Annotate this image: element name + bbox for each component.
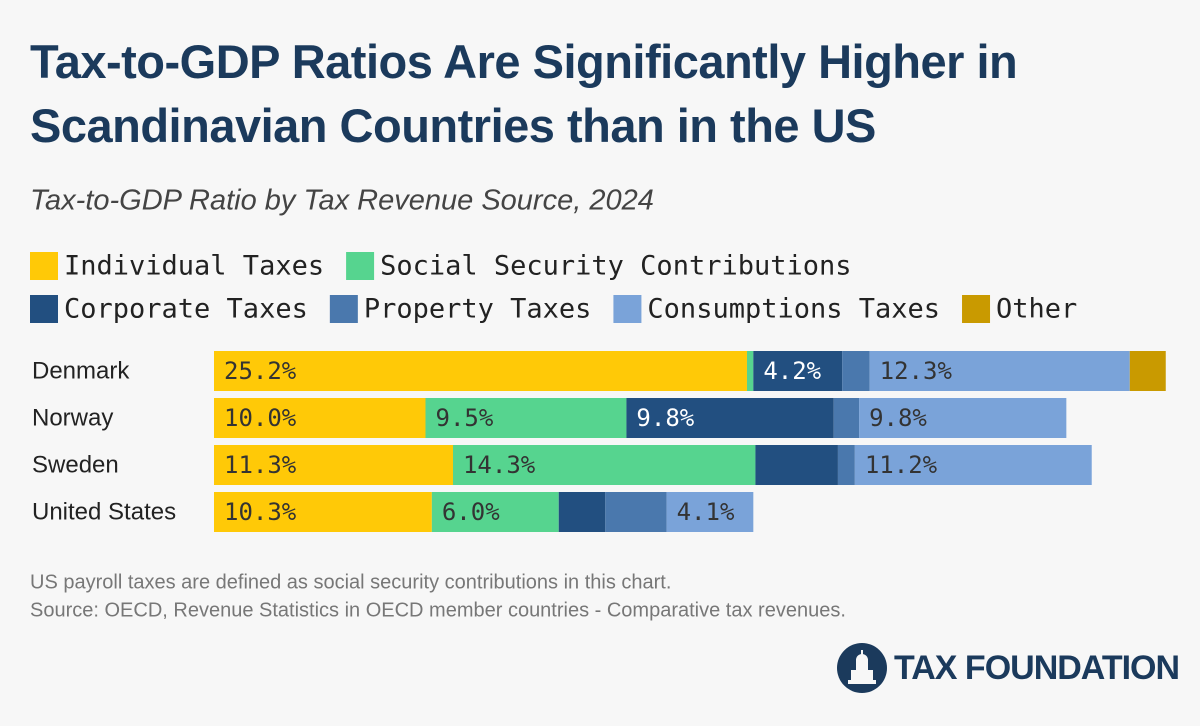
bar-segment — [753, 351, 843, 391]
legend-swatch — [30, 295, 58, 323]
value-label: 9.5% — [436, 404, 494, 432]
bar-segment — [431, 492, 559, 532]
bar-segment — [214, 492, 432, 532]
bar-segment — [837, 445, 855, 485]
bar-segment — [1129, 351, 1166, 391]
value-label: 6.0% — [442, 498, 500, 526]
category-label: Denmark — [32, 357, 130, 384]
bar-segment — [214, 445, 453, 485]
bar-segment — [425, 398, 627, 438]
note: Source: OECD, Revenue Statistics in OECD… — [30, 599, 846, 621]
legend-label: Individual Taxes — [64, 251, 324, 282]
legend-label: Corporate Taxes — [64, 294, 308, 325]
legend-swatch — [613, 295, 642, 323]
bar-segment — [605, 492, 667, 532]
value-label: 9.8% — [869, 404, 927, 432]
value-label: 4.2% — [763, 357, 821, 385]
value-label: 11.3% — [224, 451, 297, 479]
category-label: Norway — [32, 404, 113, 431]
bar-segment — [869, 351, 1130, 391]
category-label: Sweden — [32, 451, 119, 478]
bar-segment — [859, 398, 1067, 438]
value-label: 25.2% — [224, 357, 297, 385]
bar-segment — [833, 398, 860, 438]
logo-text: TAX FOUNDATION — [894, 649, 1179, 687]
bar-segment — [755, 445, 838, 485]
value-label: 12.3% — [880, 357, 953, 385]
category-label: United States — [32, 498, 176, 525]
bar-segment — [558, 492, 606, 532]
note: US payroll taxes are defined as social s… — [30, 571, 671, 593]
bar-segment — [214, 398, 426, 438]
legend-swatch — [329, 295, 358, 323]
legend-label: Other — [996, 294, 1077, 325]
bar-segment — [746, 351, 754, 391]
logo-icon — [837, 643, 887, 693]
bar-segment — [842, 351, 870, 391]
legend-label: Consumptions Taxes — [647, 294, 940, 325]
legend-swatch — [346, 252, 375, 280]
bar-segment — [214, 351, 747, 391]
value-label: 10.0% — [224, 404, 297, 432]
bar-segment — [854, 445, 1092, 485]
value-label: 10.3% — [224, 498, 297, 526]
bar-segment — [626, 398, 834, 438]
value-label: 9.8% — [636, 404, 694, 432]
legend-swatch — [962, 295, 991, 323]
value-label: 4.1% — [677, 498, 735, 526]
bar-segment — [452, 445, 756, 485]
bar-segment — [666, 492, 754, 532]
subtitle: Tax-to-GDP Ratio by Tax Revenue Source, … — [30, 185, 654, 217]
value-label: 14.3% — [463, 451, 536, 479]
legend-label: Social Security Contributions — [380, 251, 851, 282]
legend-label: Property Taxes — [364, 294, 592, 325]
value-label: 11.2% — [865, 451, 938, 479]
legend-swatch — [30, 252, 58, 280]
chart-title: Tax-to-GDP Ratios Are Significantly High… — [30, 35, 1018, 152]
